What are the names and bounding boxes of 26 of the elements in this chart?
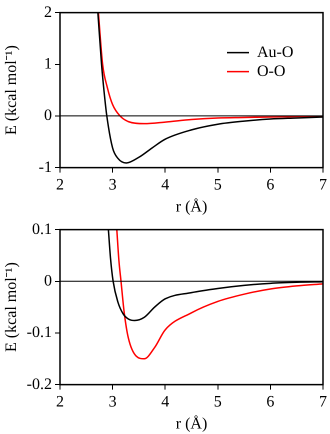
- y-tick-label: 2: [44, 4, 52, 21]
- y-tick-label: 0: [44, 107, 52, 124]
- legend-label: Au-O: [257, 44, 294, 61]
- y-tick-label: -0.2: [26, 376, 52, 393]
- legend-label: O-O: [257, 62, 286, 80]
- x-tick-label: 6: [266, 176, 274, 194]
- y-tick-label: -1: [38, 158, 52, 176]
- x-tick-label: 4: [161, 176, 170, 194]
- y-tick-label: -0.1: [26, 324, 52, 342]
- x-tick-label: 3: [108, 393, 117, 410]
- x-axis-title: r (Å): [176, 414, 208, 433]
- x-tick-label: 6: [266, 393, 274, 410]
- x-tick-label: 5: [214, 393, 222, 410]
- x-tick-label: 3: [108, 176, 117, 194]
- y-tick-label: 0: [44, 272, 52, 290]
- x-tick-label: 4: [161, 393, 170, 410]
- x-tick-label: 7: [319, 393, 327, 410]
- x-tick-label: 2: [56, 176, 64, 194]
- x-tick-label: 2: [56, 393, 64, 410]
- x-tick-label: 7: [319, 176, 327, 194]
- y-tick-label: 1: [44, 55, 52, 72]
- y-tick-label: 0.1: [32, 220, 52, 238]
- x-axis-title: r (Å): [176, 198, 208, 216]
- y-axis-title: E (kcal mol⁻¹): [2, 45, 20, 135]
- x-tick-label: 5: [214, 176, 222, 194]
- y-axis-title: E (kcal mol⁻¹): [2, 262, 20, 352]
